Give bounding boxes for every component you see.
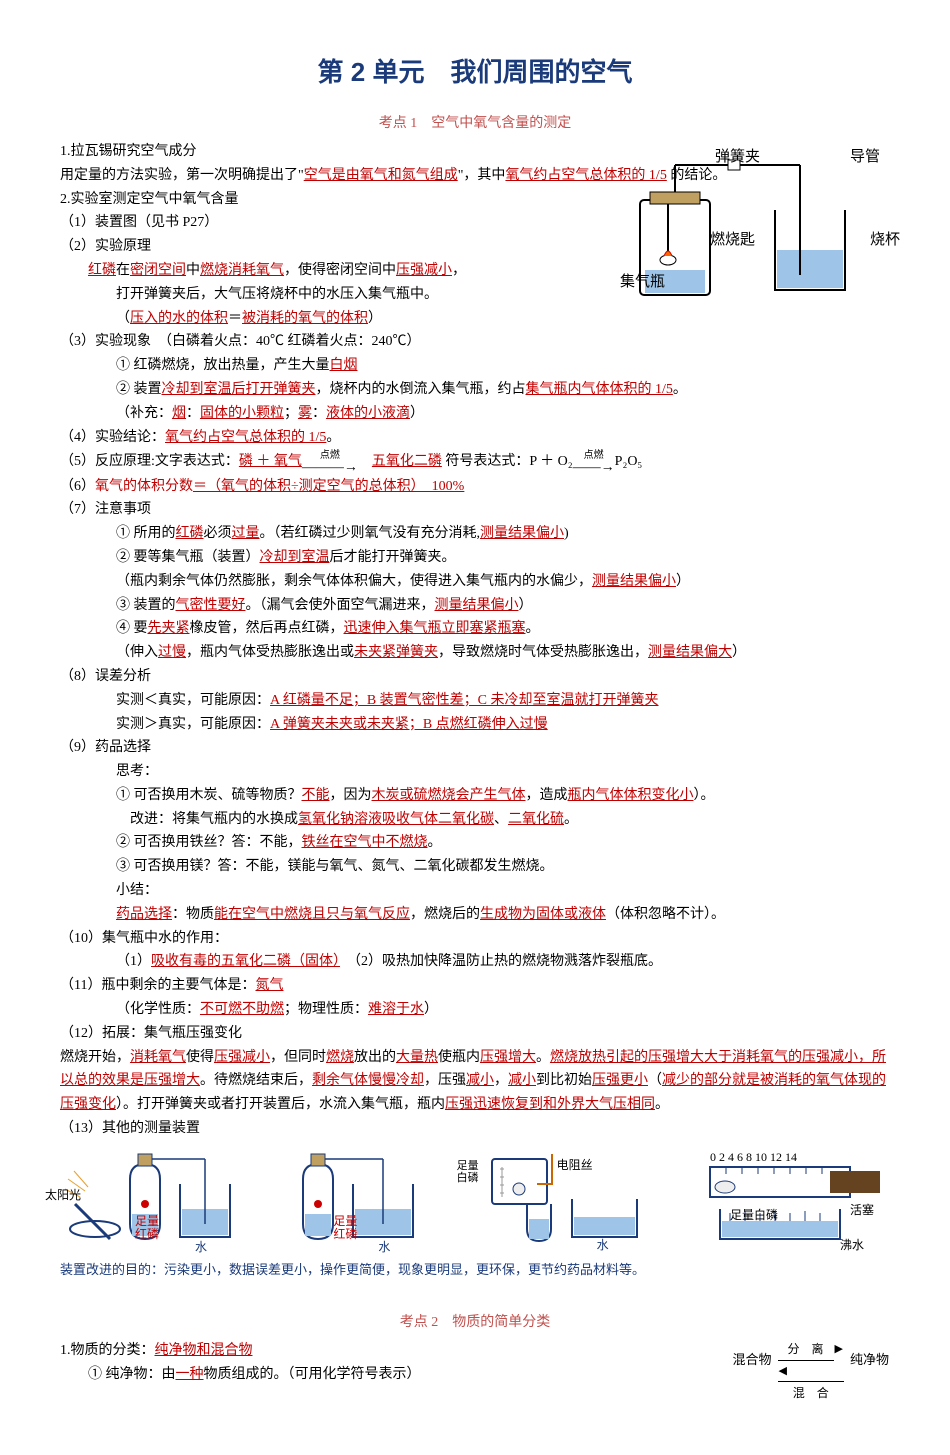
- s2-9e: 小结：: [60, 879, 890, 903]
- s2-9f: 药品选择：物质能在空气中燃烧且只与氧气反应，燃烧后的生成物为固体或液体（体积忽略…: [60, 903, 890, 927]
- s2-5: （5）反应原理:文字表达式：磷 ＋ 氧气点燃———→ 五氧化二磷 符号表达式：P…: [60, 449, 890, 474]
- s2-10: （10）集气瓶中水的作用：: [60, 927, 890, 951]
- kaodian-1-title: 考点 1 空气中氧气含量的测定: [60, 112, 890, 136]
- s2-12: （12）拓展：集气瓶压强变化: [60, 1022, 890, 1046]
- svg-text:0 2 4 6 8 10 12 14: 0 2 4 6 8 10 12 14: [710, 1150, 797, 1164]
- diagram-4: 0 2 4 6 8 10 12 14 足量白磷 活塞 沸水: [690, 1149, 890, 1255]
- s2-12a: 燃烧开始，消耗氧气使得压强减小，但同时燃烧放出的大量热使瓶内压强增大。燃烧放热引…: [60, 1046, 890, 1117]
- s2-10a: （1）吸收有毒的五氧化二磷（固体） （2）吸热加快降温防止热的燃烧物溅落炸裂瓶底…: [60, 950, 890, 974]
- s2-7d: ④ 要先夹紧橡皮管，然后再点红磷，迅速伸入集气瓶立即塞紧瓶塞。: [60, 617, 890, 641]
- s2-7b: ② 要等集气瓶（装置）冷却到室温后才能打开弹簧夹。: [60, 546, 890, 570]
- improvement-note: 装置改进的目的：污染更小，数据误差更小，操作更简便，现象更明显，更环保，更节约药…: [60, 1259, 890, 1281]
- s2-11: （11）瓶中剩余的主要气体是：氮气: [60, 974, 890, 998]
- s2-9think: 思考：: [60, 760, 890, 784]
- s2-7: （7）注意事项: [60, 498, 890, 522]
- s2-7b2: （瓶内剩余气体仍然膨胀，剩余气体体积偏大，使得进入集气瓶内的水偏少，测量结果偏小…: [60, 570, 890, 594]
- s2-7a: ① 所用的红磷必须过量。（若红磷过少则氧气没有充分消耗,测量结果偏小): [60, 522, 890, 546]
- s2-13: （13）其他的测量装置: [60, 1117, 890, 1141]
- kaodian-2-title: 考点 2 物质的简单分类: [60, 1311, 890, 1335]
- mixture-pure-diagram: 混合物 分 离 ▶ 纯净物 ◀ 混 合: [731, 1339, 890, 1404]
- s2-8: （8）误差分析: [60, 665, 890, 689]
- s2-6: （6）氧气的体积分数＝（氧气的体积÷测定空气的总体积） 100%: [60, 475, 890, 499]
- s2-3: （3）实验现象 （白磷着火点：40℃ 红磷着火点：240℃）: [60, 330, 890, 354]
- s2-9b: 改进：将集气瓶内的水换成氢氧化钠溶液吸收气体二氧化碳、二氧化硫。: [60, 808, 890, 832]
- s2-9d: ③ 可否换用镁？答：不能，镁能与氧气、氮气、二氧化碳都发生燃烧。: [60, 855, 890, 879]
- unit-title: 第 2 单元 我们周围的空气: [60, 50, 890, 94]
- s2-3c: （补充：烟：固体的小颗粒；雾：液体的小液滴）: [60, 402, 890, 426]
- s2-8a: 实测＜真实，可能原因：A 红磷量不足；B 装置气密性差；C 未冷却至室温就打开弹…: [60, 689, 890, 713]
- s2-7c: ③ 装置的气密性要好。（漏气会使外面空气漏进来，测量结果偏小）: [60, 594, 890, 618]
- label-beaker: 烧杯: [870, 228, 900, 254]
- s2-11c: （化学性质：不可燃不助燃；物理性质：难溶于水）: [60, 998, 890, 1022]
- label-tube: 导管: [850, 145, 880, 171]
- s2-3b: ② 装置冷却到室温后打开弹簧夹，烧杯内的水倒流入集气瓶，约占集气瓶内气体体积的 …: [60, 378, 890, 402]
- s2-9a: ① 可否换用木炭、硫等物质？不能，因为木炭或硫燃烧会产生气体，造成瓶内气体体积变…: [60, 784, 890, 808]
- diagram-3: 足量 白磷 电阻丝 水: [477, 1149, 647, 1255]
- diagram-2: 足量 红磷 水: [283, 1149, 433, 1255]
- diagram-1: 太阳光 足量 红磷 水: [60, 1149, 240, 1255]
- label-spring-clip: 弹簧夹: [715, 145, 760, 171]
- other-apparatus-diagrams: 太阳光 足量 红磷 水 足量 红磷 水: [60, 1149, 890, 1255]
- label-spoon: 燃烧匙: [710, 228, 755, 254]
- s2-9c: ② 可否换用铁丝？答：不能，铁丝在空气中不燃烧。: [60, 831, 890, 855]
- s2-9: （9）药品选择: [60, 736, 890, 760]
- s2-7d2: （伸入过慢，瓶内气体受热膨胀逸出或未夹紧弹簧夹，导致燃烧时气体受热膨胀逸出，测量…: [60, 641, 890, 665]
- s2-3a: ① 红磷燃烧，放出热量，产生大量白烟: [60, 354, 890, 378]
- s2-8b: 实测＞真实，可能原因：A 弹簧夹未夹或未夹紧；B 点燃红磷伸入过慢: [60, 713, 890, 737]
- s2-4: （4）实验结论：氧气约占空气总体积的 1/5。: [60, 426, 890, 450]
- apparatus-diagram: 弹簧夹 导管 燃烧匙 烧杯 集气瓶: [620, 150, 900, 320]
- label-bottle: 集气瓶: [620, 270, 665, 296]
